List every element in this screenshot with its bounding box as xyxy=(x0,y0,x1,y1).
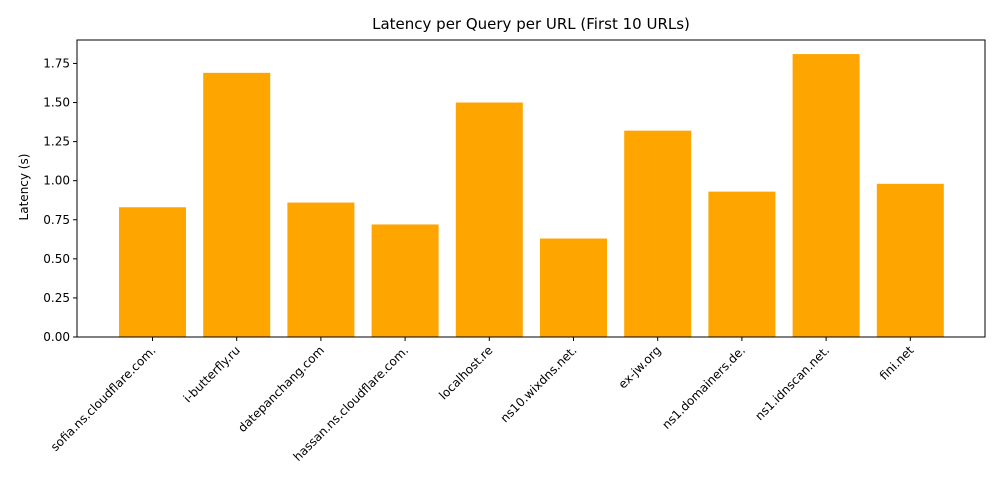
y-axis-label: Latency (s) xyxy=(17,154,31,221)
y-tick-label-5: 1.25 xyxy=(43,135,70,149)
x-tick-label-2: datepanchang.com xyxy=(235,343,327,435)
y-tick-label-6: 1.50 xyxy=(43,96,70,110)
y-tick-label-7: 1.75 xyxy=(43,56,70,70)
bar-8 xyxy=(792,54,860,337)
bar-2 xyxy=(287,202,355,337)
bar-3 xyxy=(371,224,439,337)
plot-frame xyxy=(76,39,986,338)
y-tick-label-3: 0.75 xyxy=(43,213,70,227)
x-tick-label-8: ns1.idnscan.net. xyxy=(752,343,832,423)
y-tick-label-2: 0.50 xyxy=(43,252,70,266)
bars-group xyxy=(119,54,944,338)
x-tick-label-5: ns10.wixdns.net. xyxy=(498,343,580,425)
bar-0 xyxy=(119,207,186,337)
y-axis-ticks: 0.00 0.25 0.50 0.75 1.00 1.25 1.50 1.75 xyxy=(43,56,77,344)
x-tick-label-6: ex-jw.org xyxy=(616,343,664,391)
bar-9 xyxy=(876,183,944,337)
y-tick-label-1: 0.25 xyxy=(43,291,70,305)
bar-5 xyxy=(540,238,607,337)
x-axis-ticks: sofia.ns.cloudflare.com. i-butterfly.ruda… xyxy=(48,337,917,464)
y-tick-label-4: 1.00 xyxy=(43,174,70,188)
bar-7 xyxy=(708,191,776,337)
y-tick-label-0: 0.00 xyxy=(43,330,70,344)
x-tick-label-4: localhost.re xyxy=(436,343,495,402)
bar-6 xyxy=(624,130,692,337)
x-tick-label-7: ns1.domainers.de. xyxy=(659,343,748,432)
bar-4 xyxy=(455,102,523,338)
chart-title: Latency per Query per URL (First 10 URLs… xyxy=(372,15,690,33)
x-tick-label-1: i-butterfly.ru xyxy=(181,343,243,405)
x-tick-label-0: sofia.ns.cloudflare.com. xyxy=(48,343,159,454)
x-tick-label-9: fini.net xyxy=(877,343,917,383)
bar-1 xyxy=(203,72,271,337)
